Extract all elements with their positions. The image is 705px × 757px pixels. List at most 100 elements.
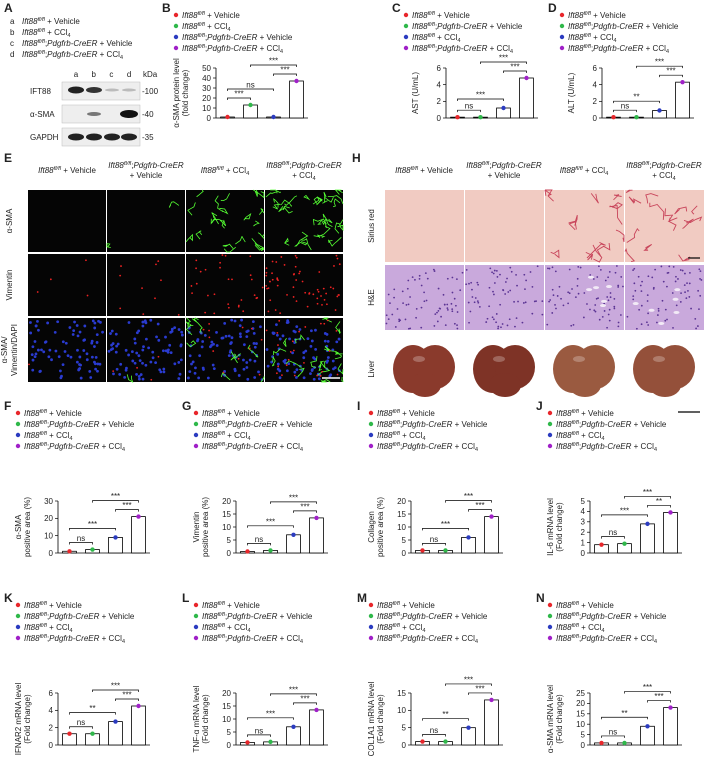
nucleus [323,332,327,335]
legend-label: Ift88fl/fl + Vehicle [568,11,626,20]
significance-bracket [227,97,251,100]
fibre [258,208,265,215]
legend-label: Ift88fl/fl + CCl4 [202,623,251,634]
vimentin [195,267,197,270]
nucleus [606,326,608,329]
vimentin [157,355,160,358]
nucleus [499,273,501,276]
vimentin [249,255,252,258]
significance-bracket [601,536,625,539]
blot-band [87,112,101,116]
vimentin [154,297,156,300]
fibre [318,361,323,372]
column-header: Ift88fl/fl + Vehicle [38,166,96,175]
vimentin [336,257,339,260]
blot-band [120,110,138,118]
bar-point [478,114,483,120]
vimentin [227,303,230,306]
group-key: c [10,39,14,48]
nucleus [406,287,409,290]
legend-label: Ift88fl/fl + Vehicle [377,409,435,418]
nucleus [331,359,335,363]
nucleus [141,324,145,328]
group-name: Ift88fl/fl;Pdgfrb-CreER + CCl4 [22,50,124,61]
nucleus [310,369,314,372]
nucleus [698,308,700,310]
significance-label: *** [464,675,473,684]
vimentin [265,329,268,332]
vimentin [336,295,339,298]
nucleus [135,331,139,335]
legend-label: Ift88fl/fl + CCl4 [182,22,231,33]
legend-marker [403,12,409,18]
bar-point [634,114,639,120]
fibre [106,243,111,248]
column-header: Ift88fl/fl + CCl4 [201,166,250,177]
nucleus [54,349,58,353]
vimentin [319,375,322,377]
nucleus [259,325,262,329]
nucleus [240,318,243,322]
fibre [212,215,219,225]
liver-highlight [493,356,505,362]
nucleus [601,315,604,318]
significance-label: *** [122,691,131,700]
significance-bracket [457,98,504,101]
nucleus [604,279,607,282]
group-key: b [10,28,15,37]
nucleus [306,337,310,341]
nucleus [541,313,544,316]
significance-label: *** [475,501,484,510]
image-bg [385,265,464,330]
nucleus [433,270,436,272]
vimentin [266,287,269,290]
nucleus [418,277,421,280]
vimentin [283,264,286,266]
vimentin [335,254,338,257]
legend-label: Ift88fl/fl;Pdgfrb-CreER + CCl4 [568,44,670,55]
nucleus [394,326,397,328]
fibre [328,237,342,247]
y-tick-label: 5 [581,497,586,506]
legend-marker [547,635,553,641]
significance-label: *** [464,492,473,501]
row-label: H&E [367,289,376,305]
y-tick-label: 2 [49,723,54,732]
vessel [674,288,681,292]
nucleus [562,304,565,307]
nucleus [164,335,167,339]
nucleus [640,304,643,307]
bar-point [455,114,460,120]
histology-image [545,333,624,405]
nucleus [154,361,158,365]
fibre [335,321,341,334]
nucleus [414,278,416,281]
nucleus [135,373,138,376]
nucleus [552,294,555,297]
column-header: Ift88fl/fl;Pdgfrb-CreER [626,161,702,170]
nucleus [69,355,73,359]
nucleus [173,326,177,330]
vimentin [277,365,280,368]
nucleus [679,269,682,271]
vimentin [338,294,340,296]
legend-label: Ift88fl/fl;Pdgfrb-CreER + Vehicle [377,612,488,621]
significance-label: ** [633,93,639,102]
vimentin [199,270,202,273]
nucleus [681,269,684,272]
nucleus [516,284,518,287]
nucleus [75,324,79,327]
nucleus [524,288,526,291]
vimentin [304,326,307,328]
y-tick-label: 20 [397,497,406,506]
nucleus [245,361,249,364]
significance-bracket [422,734,446,737]
significance-bracket [601,735,625,738]
nucleus [547,267,549,270]
legend-marker [559,34,565,40]
legend-marker [559,23,565,29]
nucleus [53,330,57,334]
nucleus [215,330,218,334]
legend-marker [547,613,553,619]
nucleus [467,301,470,304]
